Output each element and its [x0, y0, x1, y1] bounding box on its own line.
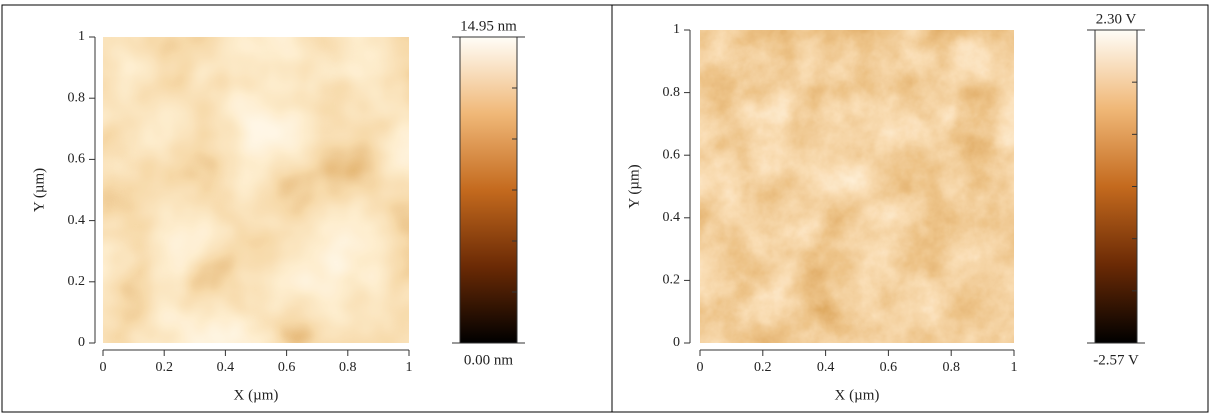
y-axis-label: Y (µm) — [626, 164, 642, 208]
afm-image — [700, 30, 1014, 343]
x-tick-label: 0 — [100, 360, 107, 375]
x-axis-label: X (µm) — [234, 387, 279, 403]
x-tick-label: 0.2 — [155, 360, 173, 375]
y-tick-label: 0.2 — [68, 274, 86, 289]
x-tick-label: 0.6 — [278, 360, 296, 375]
x-tick-label: 0.8 — [942, 360, 960, 375]
x-tick-label: 0.8 — [339, 360, 357, 375]
x-tick-label: 0 — [697, 360, 704, 375]
colorbar — [459, 36, 518, 344]
y-tick-label: 0.6 — [663, 147, 681, 162]
y-tick-label: 0.8 — [68, 90, 86, 105]
y-tick-label: 0.2 — [663, 273, 681, 288]
y-tick-label: 1 — [673, 22, 680, 37]
x-tick-label: 0.4 — [817, 360, 835, 375]
colorbar-label: 14.95 nm — [460, 18, 517, 34]
colorbar-label: -2.57 V — [1093, 352, 1139, 368]
afm-image — [103, 37, 409, 343]
x-axis-label: X (µm) — [835, 387, 880, 403]
y-tick-label: 0 — [673, 335, 680, 350]
x-tick-label: 1 — [1011, 360, 1018, 375]
table-border — [1, 4, 1209, 413]
colorbar-label: 0.00 nm — [464, 352, 514, 368]
x-tick-label: 0.4 — [217, 360, 235, 375]
colorbar-label: 2.30 V — [1096, 11, 1137, 27]
x-tick-label: 0.6 — [880, 360, 898, 375]
y-tick-label: 1 — [78, 29, 85, 44]
x-tick-label: 0.2 — [754, 360, 772, 375]
y-tick-label: 0.6 — [68, 152, 86, 167]
colorbar — [1094, 29, 1138, 344]
y-tick-label: 0 — [78, 335, 85, 350]
x-tick-label: 1 — [406, 360, 413, 375]
y-tick-label: 0.4 — [663, 210, 681, 225]
y-tick-label: 0.8 — [663, 85, 681, 100]
y-axis-label: Y (µm) — [31, 168, 47, 212]
y-tick-label: 0.4 — [68, 213, 86, 228]
